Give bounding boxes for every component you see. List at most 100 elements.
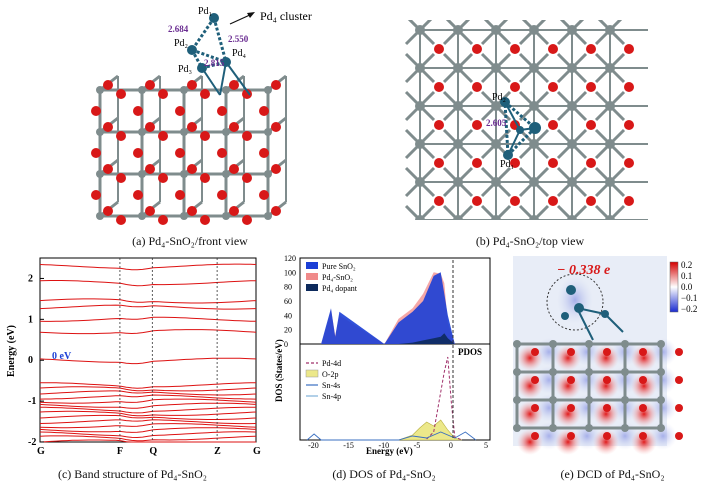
o-atom — [624, 44, 634, 54]
o-atom — [548, 44, 558, 54]
o-atom — [242, 215, 252, 225]
dos-xlabel: Energy (eV) — [366, 446, 413, 456]
accumulation-region — [517, 373, 543, 399]
sn-atom — [549, 368, 557, 376]
sn-atom — [222, 170, 230, 178]
sn-atom — [222, 128, 230, 136]
accumulation-region — [631, 401, 657, 427]
sn-atom — [415, 139, 425, 149]
accumulation-region — [555, 345, 581, 371]
o-atom — [603, 432, 611, 440]
o-atom — [229, 122, 239, 132]
o-atom — [91, 190, 101, 200]
dos-ytick-label: 100 — [284, 268, 296, 277]
o-atom — [548, 82, 558, 92]
ytick-label: -1 — [28, 396, 36, 407]
dos-ytick-label: 0 — [284, 340, 288, 349]
o-atom — [187, 122, 197, 132]
sn-atom — [585, 424, 593, 432]
o-atom — [133, 148, 143, 158]
o-atom — [567, 432, 575, 440]
sn-atom — [138, 212, 146, 220]
o-atom — [103, 164, 113, 174]
front-view-structure: Pd₁ Pd₂ Pd₃ Pd₄ 2.684 2.550 2.815 Pd₄ cl… — [91, 6, 312, 225]
cbar-tick-0: 0.2 — [681, 260, 692, 270]
dos-xtick-label: 0 — [449, 441, 453, 450]
band-line — [39, 439, 256, 443]
sn-atom — [415, 25, 425, 35]
o-atom — [259, 190, 269, 200]
dos-ytick-label: 80 — [284, 283, 292, 292]
dos-xtick-label: -20 — [308, 441, 319, 450]
legend-swatch — [305, 369, 319, 378]
o-atom — [271, 80, 281, 90]
sn-atom — [529, 63, 539, 73]
o-atom — [116, 173, 126, 183]
sn-atom — [605, 139, 615, 149]
accumulation-region — [555, 373, 581, 399]
o-atom — [175, 106, 185, 116]
sn-atom — [138, 86, 146, 94]
dos-xtick-label: -15 — [343, 441, 354, 450]
o-atom — [434, 44, 444, 54]
cluster-depletion — [557, 276, 593, 324]
band-line — [39, 427, 257, 433]
legend-swatch — [306, 273, 318, 280]
band-line — [39, 431, 257, 439]
pd4-cluster — [187, 12, 255, 96]
sn-atom — [621, 396, 629, 404]
kpoint-label: G — [253, 446, 261, 457]
sn-atom — [491, 63, 501, 73]
o-atom — [548, 120, 558, 130]
sn-atom — [96, 86, 104, 94]
accumulation-region — [593, 429, 619, 455]
sn-atom — [222, 212, 230, 220]
band-line — [39, 263, 257, 271]
legend-label: Sn-4p — [322, 392, 341, 401]
o-atom — [103, 206, 113, 216]
sn-atom — [264, 212, 272, 220]
sn-atom — [180, 86, 188, 94]
band-line — [39, 398, 257, 404]
band-line — [39, 423, 257, 429]
o-atom — [200, 89, 210, 99]
sn-atom — [657, 396, 665, 404]
panel-d-dos: 0 20 40 60 80 100 120 -20 -15 -10 -5 0 5 DOS (States… — [268, 252, 500, 488]
o-atom — [510, 196, 520, 206]
sn-atom — [529, 101, 539, 111]
o-atom — [548, 158, 558, 168]
sn-atom — [96, 128, 104, 136]
band-line — [40, 406, 257, 414]
accumulation-region — [555, 429, 581, 455]
sn-atom — [513, 396, 521, 404]
sn-atom — [621, 340, 629, 348]
dcd-map: − 0.338 e 0.2 0.1 0.0 −0.1 −0.2 — [513, 256, 697, 455]
o-atom — [586, 196, 596, 206]
o-atom — [675, 348, 683, 356]
o-atom — [145, 164, 155, 174]
sn-atom — [491, 101, 501, 111]
sn-atom — [180, 212, 188, 220]
sn-atom — [96, 212, 104, 220]
o-atom — [187, 164, 197, 174]
sn-atom — [453, 177, 463, 187]
bond-length-2815: 2.815 — [204, 58, 225, 68]
o-atom — [200, 215, 210, 225]
o-atom — [603, 376, 611, 384]
band-line — [39, 316, 257, 322]
dos-xtick-label: -5 — [414, 441, 421, 450]
caption-e: (e) DCD of Pd₄-SnO₂ — [560, 467, 665, 481]
o-atom — [586, 158, 596, 168]
sn-atom — [621, 368, 629, 376]
sn-atom — [491, 177, 501, 187]
sn-atom — [567, 25, 577, 35]
o-atom — [259, 106, 269, 116]
o-atom — [158, 89, 168, 99]
o-atom — [229, 80, 239, 90]
legend-swatch — [306, 284, 318, 291]
dos-ytick-label: 120 — [284, 254, 296, 263]
pd4-cluster-label: Pd₄ cluster — [260, 9, 312, 23]
o-atom — [639, 348, 647, 356]
top-view-structure: Pd₂ Pd₁ 2.605 — [404, 14, 648, 258]
